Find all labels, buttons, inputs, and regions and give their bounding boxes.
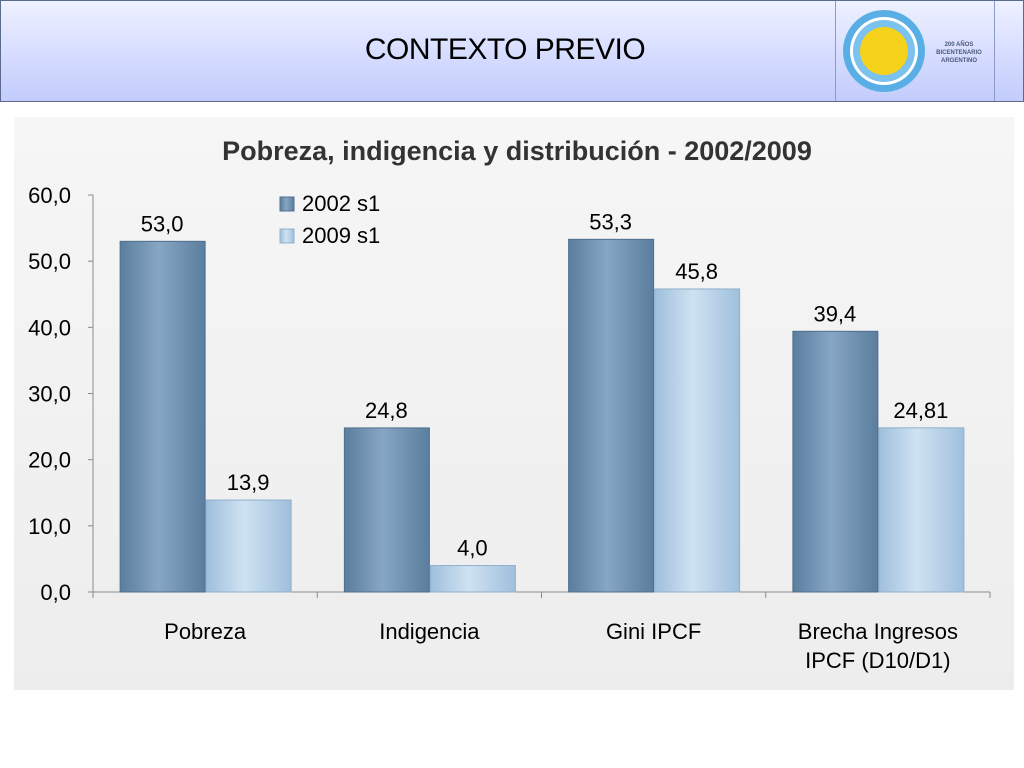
y-tick-label: 10,0 <box>28 514 71 539</box>
bar-data-label: 53,3 <box>589 209 632 234</box>
bar-data-label: 53,0 <box>141 211 184 236</box>
y-tick-label: 40,0 <box>28 315 71 340</box>
y-tick-label: 30,0 <box>28 382 71 407</box>
bar-chart: Pobreza, indigencia y distribución - 200… <box>28 136 991 673</box>
legend-swatch <box>279 196 295 212</box>
x-category-label: IPCF (D10/D1) <box>805 648 950 673</box>
legend-label: 2009 s1 <box>302 223 380 248</box>
legend-label: 2002 s1 <box>302 191 380 216</box>
bar-data-label: 13,9 <box>227 470 270 495</box>
logo-text-line: 200 AÑOS <box>944 42 974 48</box>
bar-2002-1 <box>343 427 430 593</box>
bar-data-label: 4,0 <box>457 536 488 561</box>
bar-data-label: 24,81 <box>893 398 948 423</box>
x-category-label: Pobreza <box>164 619 247 644</box>
bar-2002-0 <box>119 240 206 593</box>
y-tick-label: 0,0 <box>40 580 71 605</box>
bar-2009-3 <box>878 427 965 593</box>
slide-header: CONTEXTO PREVIO 200 AÑOS BICENTENARIO AR… <box>0 0 1024 102</box>
x-category-label: Brecha Ingresos <box>798 619 958 644</box>
logo-text: 200 AÑOS BICENTENARIO ARGENTINO <box>926 41 992 65</box>
legend-swatch <box>279 228 295 244</box>
chart-title: Pobreza, indigencia y distribución - 200… <box>222 136 812 166</box>
y-tick-label: 20,0 <box>28 448 71 473</box>
bar-data-label: 24,8 <box>365 398 408 423</box>
chart-panel: Pobreza, indigencia y distribución - 200… <box>14 117 1014 690</box>
x-category-label: Indigencia <box>379 619 480 644</box>
chart-bars: 53,0 13,9 24,8 4,0 53,3 45,8 39,4 24,81 <box>119 209 965 593</box>
bicentenario-logo: 200 AÑOS BICENTENARIO ARGENTINO <box>835 1 995 101</box>
sun-emblem-icon <box>843 10 925 92</box>
bar-data-label: 39,4 <box>813 301 856 326</box>
bar-2009-2 <box>654 288 741 593</box>
bar-2002-2 <box>568 238 655 593</box>
logo-text-line: ARGENTINO <box>941 58 977 64</box>
bar-2009-0 <box>205 499 292 593</box>
logo-text-line: BICENTENARIO <box>936 50 982 56</box>
y-tick-label: 60,0 <box>28 183 71 208</box>
bar-2009-1 <box>429 565 516 593</box>
slide-title: CONTEXTO PREVIO <box>364 33 646 66</box>
bar-2002-3 <box>792 330 879 593</box>
x-category-label: Gini IPCF <box>606 619 701 644</box>
chart-axes: 0,0 10,0 20,0 30,0 40,0 50,0 60,0 Pobreza Indige… <box>28 183 991 673</box>
y-tick-label: 50,0 <box>28 249 71 274</box>
bar-data-label: 45,8 <box>675 259 718 284</box>
chart-legend: 2002 s1 2009 s1 <box>279 191 380 248</box>
